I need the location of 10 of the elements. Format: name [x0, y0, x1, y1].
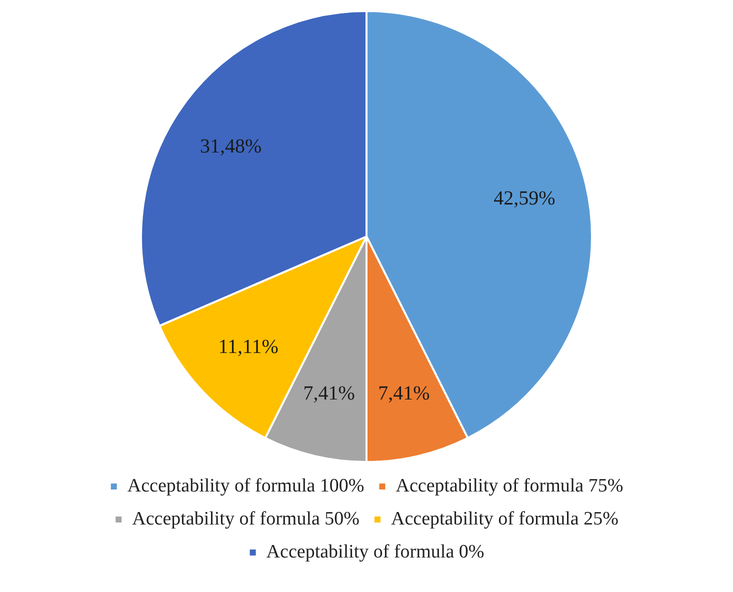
legend-label: Acceptability of formula 75%: [396, 475, 624, 496]
legend-label: Acceptability of formula 25%: [391, 508, 619, 530]
legend-label: Acceptability of formula 0%: [266, 541, 484, 562]
legend-label: Acceptability of formula 100%: [127, 475, 364, 496]
legend-label: Acceptability of formula 50%: [132, 508, 360, 530]
data-label: 31,48%: [200, 136, 262, 158]
data-label: 11,11%: [218, 336, 278, 358]
data-label: 7,41%: [303, 382, 355, 405]
data-label: 7,41%: [378, 382, 430, 405]
data-label: 42,59%: [494, 187, 556, 210]
